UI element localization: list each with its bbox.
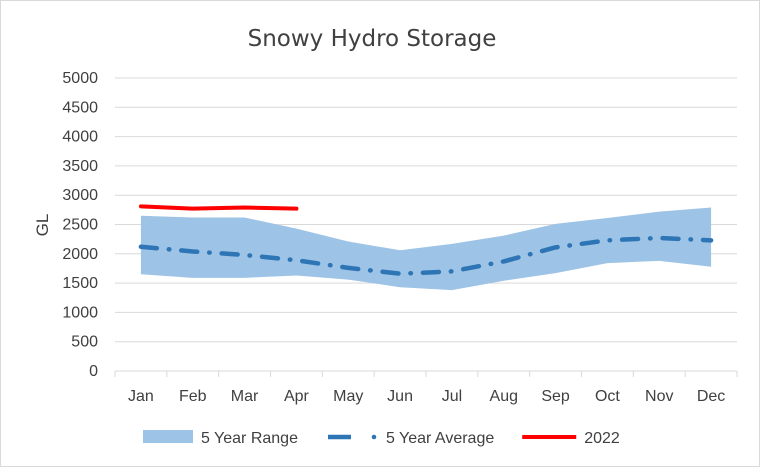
y-tick-label: 4000 — [62, 129, 98, 146]
x-tick-label: Jun — [387, 388, 413, 405]
legend-label: 2022 — [584, 430, 620, 447]
series-lines-layer — [138, 204, 714, 276]
x-tick-label: Nov — [645, 388, 673, 405]
y-tick-label: 2500 — [62, 217, 98, 234]
range-band-layer — [140, 207, 712, 291]
legend: 5 Year Range 5 Year Average 2022 — [143, 430, 620, 447]
legend-item-2022: 2022 — [522, 430, 620, 447]
y-tick-label: 3500 — [62, 158, 98, 175]
y-tick-label: 5000 — [62, 70, 98, 87]
series-line-2022 — [138, 204, 299, 211]
y-tick-label: 1000 — [62, 304, 98, 321]
x-tick-label: Sep — [541, 388, 570, 405]
legend-item-5-year-average: 5 Year Average — [327, 430, 494, 447]
y-axis-label: GL — [33, 214, 52, 237]
x-tick-label: Jan — [128, 388, 154, 405]
y-tick-label: 2000 — [62, 246, 98, 263]
legend-item-5-year-range: 5 Year Range — [143, 430, 298, 447]
x-tick-label: Jul — [442, 388, 462, 405]
x-tick-label: Oct — [595, 388, 620, 405]
x-tick-label: Dec — [697, 388, 725, 405]
y-tick-label: 4500 — [62, 99, 98, 116]
y-tick-label: 3000 — [62, 187, 98, 204]
y-tick-label: 1500 — [62, 275, 98, 292]
x-tick-label: Mar — [231, 388, 259, 405]
y-tick-label: 0 — [89, 363, 98, 380]
legend-swatch — [143, 430, 193, 443]
x-tick-label: Aug — [490, 388, 518, 405]
legend-label: 5 Year Average — [386, 430, 494, 447]
range-band — [140, 207, 712, 291]
y-tick-label: 500 — [71, 334, 98, 351]
chart-title: Snowy Hydro Storage — [248, 26, 497, 52]
x-tick-label: Feb — [179, 388, 207, 405]
x-tick-label: Apr — [284, 388, 310, 405]
series-line-5-year-average — [138, 235, 714, 276]
x-tick-labels: Jan Feb Mar Apr May Jun Jul Aug Sep Oct Nov Dec — [128, 388, 725, 405]
legend-label: 5 Year Range — [201, 430, 298, 447]
y-tick-labels: 0 500 1000 1500 2000 2500 3000 3500 4000 4500 5000 — [62, 70, 98, 380]
x-tick-label: May — [333, 388, 363, 405]
legend-swatch-dot — [371, 434, 377, 440]
